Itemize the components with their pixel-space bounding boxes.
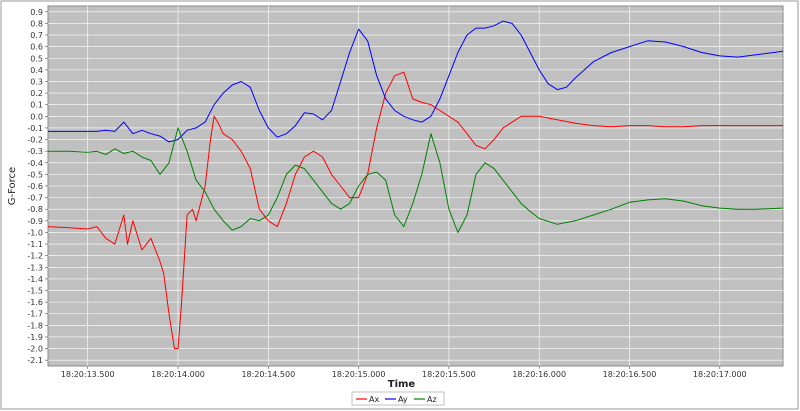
y-tick-label: -0.7	[27, 194, 43, 203]
x-tick-label: 18:20:16.500	[603, 370, 657, 379]
y-tick-label: -1.4	[27, 275, 43, 284]
series-line-az	[48, 127, 784, 233]
y-tick-label: -2.0	[27, 345, 43, 354]
x-axis-ticks: 18:20:13.500 18:20:14.000 18:20:14.500 18:2…	[61, 366, 747, 379]
legend-label: Az	[427, 395, 437, 404]
y-tick-label: -1.9	[27, 333, 43, 342]
y-tick-label: -2.1	[27, 356, 43, 365]
legend-box	[351, 391, 445, 406]
y-tick-label: 0.4	[30, 66, 43, 75]
legend-label: Ay	[398, 395, 408, 404]
x-tick-label: 18:20:15.000	[332, 370, 386, 379]
y-tick-label: 0.9	[30, 8, 43, 17]
y-tick-label: -1.8	[27, 321, 43, 330]
x-tick-label: 18:20:15.500	[422, 370, 476, 379]
y-tick-label: -0.3	[27, 147, 43, 156]
y-tick-label: -1.3	[27, 263, 43, 272]
y-tick-label: -1.7	[27, 310, 43, 319]
y-tick-label: -0.4	[27, 159, 43, 168]
x-tick-label: 18:20:16.000	[512, 370, 566, 379]
x-tick-label: 18:20:13.500	[61, 370, 115, 379]
y-tick-label: 0.0	[30, 112, 43, 121]
y-tick-label: 0.5	[30, 54, 43, 63]
y-tick-label: -0.9	[27, 217, 43, 226]
x-axis-title: Time	[388, 379, 416, 390]
legend-label: Ax	[369, 395, 379, 404]
y-tick-label: -0.8	[27, 205, 43, 214]
y-tick-label: -1.6	[27, 298, 43, 307]
y-tick-label: -0.2	[27, 136, 43, 145]
x-tick-label: 18:20:14.000	[151, 370, 205, 379]
y-tick-label: -1.5	[27, 287, 43, 296]
y-tick-label: -1.1	[27, 240, 43, 249]
x-tick-label: 18:20:14.500	[241, 370, 295, 379]
y-tick-label: -1.2	[27, 252, 43, 261]
y-tick-label: -0.6	[27, 182, 43, 191]
series-lines	[47, 20, 784, 350]
y-tick-label: -1.0	[27, 228, 43, 237]
y-tick-label: -0.5	[27, 170, 43, 179]
series-line-ay	[48, 20, 784, 143]
y-tick-label: 0.1	[30, 101, 43, 110]
x-tick-label: 18:20:17.000	[693, 370, 747, 379]
grid-lines	[48, 6, 783, 366]
y-tick-label: 0.6	[30, 43, 43, 52]
y-tick-label: 0.2	[30, 89, 43, 98]
series-line-ax	[47, 71, 783, 350]
y-tick-label: -0.1	[27, 124, 43, 133]
y-axis-ticks: 0.9 0.8 0.7 0.6 0.5 0.4 0.3 0.2 0.1 0.0 -0.1 -0.2 -0…	[27, 8, 48, 365]
y-tick-label: 0.3	[30, 77, 43, 86]
y-tick-label: 0.7	[30, 31, 43, 40]
y-axis-title: G-Force	[7, 167, 18, 205]
legend: Ax Ay Az	[351, 391, 445, 406]
y-tick-label: 0.8	[30, 19, 43, 28]
